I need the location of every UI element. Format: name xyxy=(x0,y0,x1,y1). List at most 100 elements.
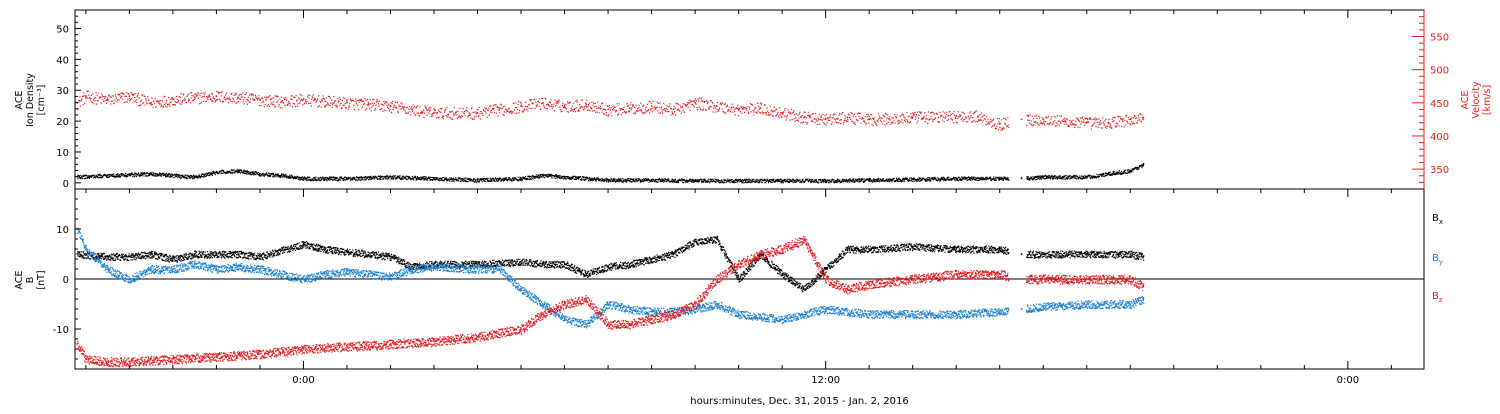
density-series-anchor xyxy=(650,178,653,181)
bz-series-anchor xyxy=(76,343,79,345)
bx-series-anchor xyxy=(215,253,218,255)
bx-series-anchor xyxy=(955,248,958,250)
lower-left-tick-label: 0 xyxy=(63,275,69,286)
by-series-anchor xyxy=(498,268,501,270)
bz-series-anchor xyxy=(1020,278,1023,280)
density-series-anchor xyxy=(259,172,261,175)
x-tick-label: 12:00 xyxy=(811,375,840,386)
velocity-series-anchor xyxy=(781,111,783,114)
velocity-series-anchor xyxy=(433,111,435,114)
by-series-anchor xyxy=(1085,303,1088,305)
bx-series-anchor xyxy=(1042,253,1045,255)
upper-left-tick-label: 20 xyxy=(56,117,69,128)
velocity-series-anchor xyxy=(215,95,218,98)
legend-entry-bx: Bx xyxy=(1432,213,1443,226)
bx-series-anchor xyxy=(106,255,109,258)
velocity-series-anchor xyxy=(476,111,479,114)
bz-series-anchor xyxy=(585,298,588,300)
bx-series-anchor xyxy=(1085,253,1088,255)
density-series-anchor xyxy=(193,175,196,178)
velocity-series-anchor xyxy=(541,101,544,104)
upper-left-tick-label: 10 xyxy=(56,148,69,159)
velocity-series-anchor xyxy=(672,108,675,111)
bz-series-anchor xyxy=(106,360,109,363)
bx-series-anchor xyxy=(628,263,631,265)
density-series-anchor xyxy=(781,179,783,182)
bx-series-anchor xyxy=(737,278,740,280)
velocity-series xyxy=(76,90,1145,131)
velocity-series-anchor xyxy=(1107,121,1110,124)
bx-series-anchor xyxy=(781,273,783,275)
density-series-anchor xyxy=(737,179,740,182)
by-series-anchor xyxy=(237,265,240,268)
upper-left-tick-label: 30 xyxy=(56,86,69,97)
density-series-anchor xyxy=(911,178,914,181)
bz-series-anchor xyxy=(1085,278,1088,280)
bz-series-anchor xyxy=(628,323,631,325)
bz-series-anchor xyxy=(846,288,849,290)
upper-left-axis-title: ACE Ion Density [cm⁻³] xyxy=(14,73,47,127)
velocity-series-anchor xyxy=(585,103,588,105)
velocity-series-anchor xyxy=(977,115,979,117)
by-series-anchor xyxy=(106,268,109,270)
bz-series-anchor xyxy=(433,340,435,343)
axes: 0 10 20 30 40 50 350 400 450 500 550 -10 0 10 0:00 12:0… xyxy=(53,10,1449,386)
bx-series-anchor xyxy=(76,253,79,255)
density-series-anchor xyxy=(389,175,392,178)
bx-series-anchor xyxy=(346,250,348,253)
bx-series-anchor xyxy=(563,263,566,265)
bx-series-anchor xyxy=(824,268,827,270)
bx-series-anchor xyxy=(150,253,153,255)
legend-entry-by: By xyxy=(1432,253,1443,266)
velocity-series-anchor xyxy=(998,123,1001,125)
bx-series-anchor xyxy=(1142,255,1145,258)
density-series-anchor xyxy=(1042,175,1045,178)
by-series-anchor xyxy=(389,275,392,278)
density-series-anchor xyxy=(106,174,109,177)
velocity-series-anchor xyxy=(607,108,609,111)
by-series-anchor xyxy=(346,270,348,273)
by-series-anchor xyxy=(150,268,153,270)
bz-series-anchor xyxy=(911,278,914,280)
velocity-series-anchor xyxy=(259,98,261,101)
velocity-series-anchor xyxy=(1042,118,1045,121)
by-series-anchor xyxy=(607,303,609,305)
legend-subscript: y xyxy=(1439,258,1443,266)
by-series-anchor xyxy=(193,263,196,265)
velocity-series-anchor xyxy=(737,108,740,111)
bx-series-anchor xyxy=(237,253,240,255)
bz-series-anchor xyxy=(541,313,544,315)
velocity-series-anchor xyxy=(389,105,392,107)
density-series-anchor xyxy=(302,177,305,180)
upper-right-axis-title-line: ACE xyxy=(1460,91,1471,110)
bz-series-anchor xyxy=(346,345,348,348)
density-series-anchor xyxy=(563,175,566,178)
velocity-series-anchor xyxy=(628,107,631,109)
velocity-series-anchor xyxy=(650,105,653,107)
by-series-anchor xyxy=(585,323,588,325)
bz-series-anchor xyxy=(998,273,1001,275)
velocity-series-anchor xyxy=(911,116,914,119)
bz-series-anchor xyxy=(694,303,696,305)
upper-left-tick-label: 50 xyxy=(56,25,69,36)
lower-left-axis-title-line: [nT] xyxy=(36,270,47,289)
bx-series-anchor xyxy=(193,253,196,255)
bx-series-anchor xyxy=(868,248,871,250)
legend-subscript: x xyxy=(1439,218,1443,226)
velocity-series-anchor xyxy=(150,101,153,104)
legend-label: B xyxy=(1432,253,1439,264)
density-series-anchor xyxy=(607,178,609,181)
velocity-series-anchor xyxy=(1085,121,1088,124)
velocity-series-anchor xyxy=(85,95,87,98)
velocity-series-anchor xyxy=(803,116,805,119)
velocity-series-anchor xyxy=(498,108,501,111)
upper-right-axis-title-line: Velocity xyxy=(1471,81,1482,119)
velocity-series-anchor xyxy=(346,101,348,104)
bz-series-anchor xyxy=(955,273,958,275)
x-tick-label: 0:00 xyxy=(1337,375,1359,386)
bx-series-anchor xyxy=(541,263,544,265)
by-series-anchor xyxy=(520,288,522,290)
by-series-anchor xyxy=(716,303,718,305)
bz-series-anchor xyxy=(781,248,783,250)
